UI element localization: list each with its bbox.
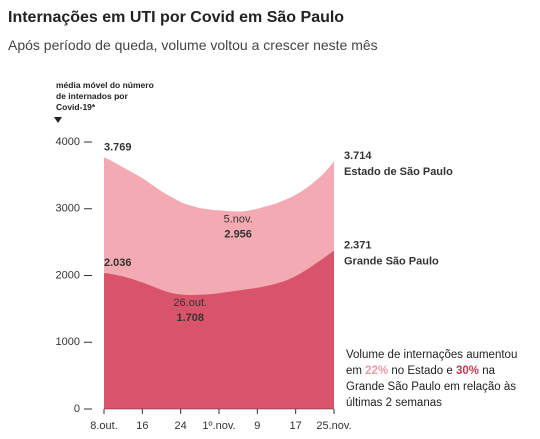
value-label: 1.708 (176, 312, 204, 324)
value-label: 2.371 (344, 240, 372, 252)
y-tick-label: 3000 (56, 203, 80, 215)
chart-title: Internações em UTI por Covid em São Paul… (8, 9, 345, 26)
value-label: 2.956 (224, 229, 252, 241)
note-text: Volume de internações aumentou em (346, 349, 518, 377)
y-tick-label: 1000 (56, 336, 80, 348)
note-highlight: 22% (365, 365, 389, 377)
axis-arrow (54, 117, 62, 123)
y-tick-label: 0 (74, 403, 80, 415)
note-text: no Estado e (388, 365, 456, 377)
y-axis-label: média móvel do número de internados por … (56, 80, 154, 112)
x-tick-label: 24 (175, 420, 187, 432)
value-label: 3.714 (344, 150, 372, 162)
x-tick-label: 25.nov. (316, 420, 351, 432)
note-text: na Grande São Paulo em relação às última… (346, 365, 517, 409)
value-label: 3.769 (104, 141, 132, 153)
value-label: 2.036 (104, 257, 132, 269)
x-tick-label: 17 (290, 420, 302, 432)
x-tick-label: 1º.nov. (202, 420, 235, 432)
x-tick-label: 16 (136, 420, 148, 432)
min-date: 5.nov. (224, 214, 253, 226)
note: Volume de internações aumentou em 22% no… (346, 347, 534, 411)
series-label: Estado de São Paulo (344, 166, 453, 178)
x-tick-label: 9 (254, 420, 260, 432)
y-tick-label: 4000 (56, 136, 80, 148)
y-tick-label: 2000 (56, 269, 80, 281)
series-label: Grande São Paulo (344, 256, 439, 268)
note-highlight: 30% (455, 365, 480, 377)
min-date: 26.out. (173, 297, 207, 309)
chart-subtitle: Após período de queda, volume voltou a c… (8, 37, 378, 53)
x-tick-label: 8.out. (90, 420, 118, 432)
area (104, 250, 334, 409)
